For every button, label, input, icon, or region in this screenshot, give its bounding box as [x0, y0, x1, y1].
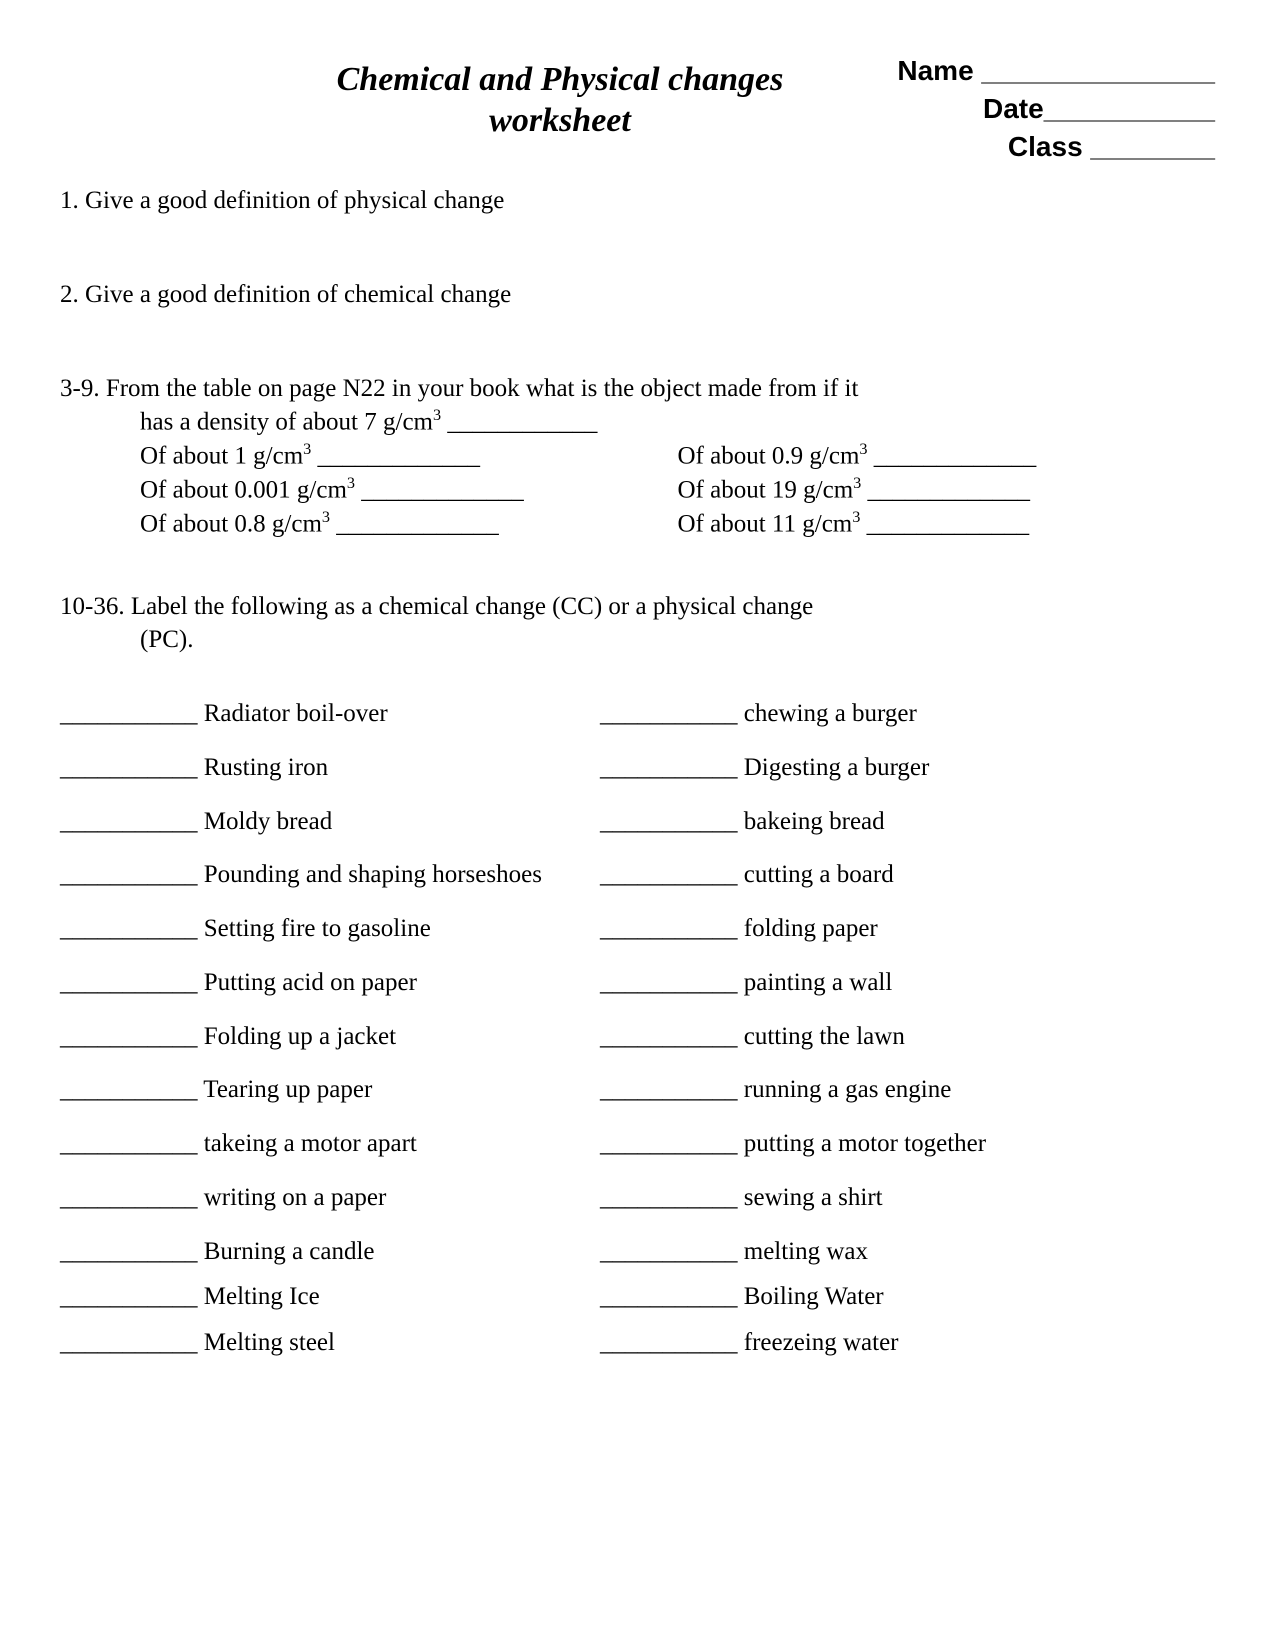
- item-l9: takeing a motor apart: [198, 1130, 417, 1157]
- question-1: 1. Give a good definition of physical ch…: [60, 184, 1215, 218]
- q3-density-7: has a density of about 7 g/cm3 _________…: [60, 405, 1215, 439]
- class-field-label: Class ________: [897, 128, 1215, 166]
- q3-lead-text: 3-9. From the table on page N22 in your …: [60, 375, 858, 402]
- item-r3: bakeing bread: [738, 808, 885, 835]
- item-r11: melting wax: [738, 1238, 869, 1265]
- list-row: ___________ Melting Ice___________ Boili…: [60, 1280, 1215, 1314]
- name-field-label: Name _______________: [897, 52, 1215, 90]
- worksheet-header: Name _______________ Date___________ Cla…: [60, 60, 1215, 180]
- question-10-36: 10-36. Label the following as a chemical…: [60, 590, 1215, 624]
- item-r9: putting a motor together: [738, 1130, 987, 1157]
- item-l7: Folding up a jacket: [198, 1023, 397, 1050]
- item-r12: Boiling Water: [738, 1283, 884, 1310]
- item-l5: Setting fire to gasoline: [198, 915, 431, 942]
- list-row: ___________ writing on a paper__________…: [60, 1181, 1215, 1215]
- list-row: ___________ Rusting iron___________ Dige…: [60, 751, 1215, 785]
- list-row: ___________ Folding up a jacket_________…: [60, 1020, 1215, 1054]
- list-row: ___________ takeing a motor apart_______…: [60, 1127, 1215, 1161]
- date-field-label: Date___________: [897, 90, 1215, 128]
- item-r4: cutting a board: [738, 861, 894, 888]
- density-row-2: Of about 0.001 g/cm3 _____________ Of ab…: [60, 473, 1215, 507]
- item-r2: Digesting a burger: [738, 754, 930, 781]
- item-l8: Tearing up paper: [198, 1076, 373, 1103]
- list-row: ___________ Moldy bread___________ bakei…: [60, 805, 1215, 839]
- title-line-1: Chemical and Physical changes: [337, 61, 784, 98]
- list-row: ___________ Tearing up paper___________ …: [60, 1073, 1215, 1107]
- title-line-2: worksheet: [489, 102, 631, 139]
- item-l4: Pounding and shaping horseshoes: [198, 861, 542, 888]
- item-r7: cutting the lawn: [738, 1023, 905, 1050]
- item-r5: folding paper: [738, 915, 878, 942]
- item-l11: Burning a candle: [198, 1238, 375, 1265]
- list-row: ___________ Putting acid on paper_______…: [60, 966, 1215, 1000]
- item-r8: running a gas engine: [738, 1076, 952, 1103]
- item-l1: Radiator boil-over: [198, 700, 388, 727]
- list-row: ___________ Pounding and shaping horsesh…: [60, 858, 1215, 892]
- item-l3: Moldy bread: [198, 808, 333, 835]
- list-row: ___________ Burning a candle___________ …: [60, 1235, 1215, 1269]
- item-l13: Melting steel: [198, 1329, 335, 1356]
- density-row-3: Of about 0.8 g/cm3 _____________ Of abou…: [60, 507, 1215, 541]
- item-r13: freezeing water: [738, 1329, 899, 1356]
- question-2: 2. Give a good definition of chemical ch…: [60, 278, 1215, 312]
- cc-pc-list: ___________ Radiator boil-over__________…: [60, 697, 1215, 1360]
- list-row: ___________ Radiator boil-over__________…: [60, 697, 1215, 731]
- worksheet-title: Chemical and Physical changes worksheet: [250, 60, 870, 142]
- item-l10: writing on a paper: [198, 1184, 387, 1211]
- item-l12: Melting Ice: [198, 1283, 320, 1310]
- item-l2: Rusting iron: [198, 754, 329, 781]
- item-r1: chewing a burger: [738, 700, 917, 727]
- question-3-9: 3-9. From the table on page N22 in your …: [60, 372, 1215, 406]
- item-r6: painting a wall: [738, 969, 893, 996]
- item-r10: sewing a shirt: [738, 1184, 883, 1211]
- list-row: ___________ Melting steel___________ fre…: [60, 1326, 1215, 1360]
- question-10-36-b: (PC).: [60, 623, 1215, 657]
- student-info-block: Name _______________ Date___________ Cla…: [897, 52, 1215, 165]
- item-l6: Putting acid on paper: [198, 969, 417, 996]
- list-row: ___________ Setting fire to gasoline____…: [60, 912, 1215, 946]
- density-row-1: Of about 1 g/cm3 _____________ Of about …: [60, 439, 1215, 473]
